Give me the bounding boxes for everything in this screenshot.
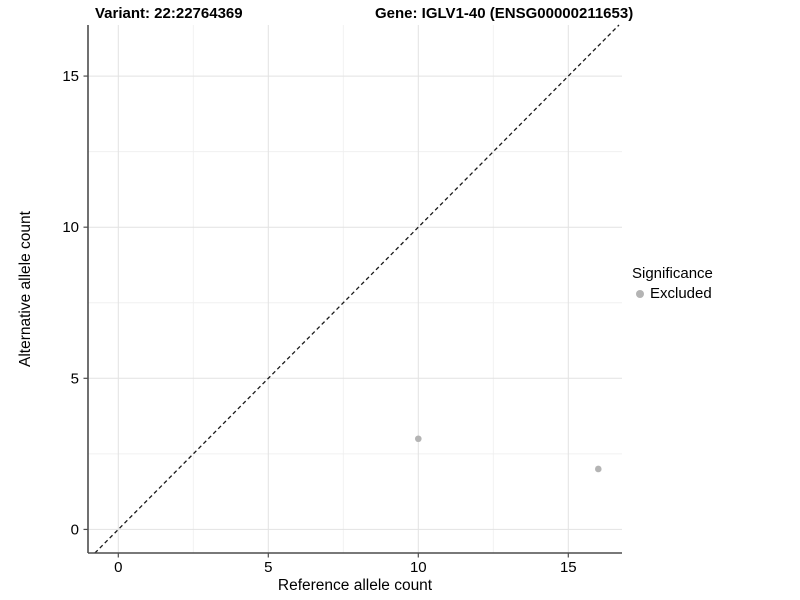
x-tick-label: 0 bbox=[114, 559, 122, 576]
legend: Significance Excluded bbox=[632, 265, 713, 302]
legend-title: Significance bbox=[632, 265, 713, 282]
x-axis-title: Reference allele count bbox=[278, 577, 433, 594]
legend-point-icon bbox=[636, 289, 644, 298]
y-tick-label: 0 bbox=[71, 521, 79, 538]
plot-title-variant: Variant: 22:22764369 bbox=[95, 5, 243, 22]
identity-line bbox=[94, 24, 620, 554]
x-tick-label: 10 bbox=[410, 559, 427, 576]
x-tick-label: 15 bbox=[560, 559, 577, 576]
legend-item-excluded: Excluded bbox=[632, 285, 713, 302]
plot-title-gene: Gene: IGLV1-40 (ENSG00000211653) bbox=[375, 5, 634, 22]
x-tick-label: 5 bbox=[264, 559, 272, 576]
y-tick-label: 10 bbox=[62, 219, 79, 236]
y-tick-label: 5 bbox=[71, 370, 79, 387]
y-tick-label: 15 bbox=[62, 68, 79, 85]
y-axis-title: Alternative allele count bbox=[17, 210, 34, 367]
legend-item-label: Excluded bbox=[650, 285, 712, 302]
data-point bbox=[415, 435, 422, 443]
data-point bbox=[595, 465, 602, 473]
